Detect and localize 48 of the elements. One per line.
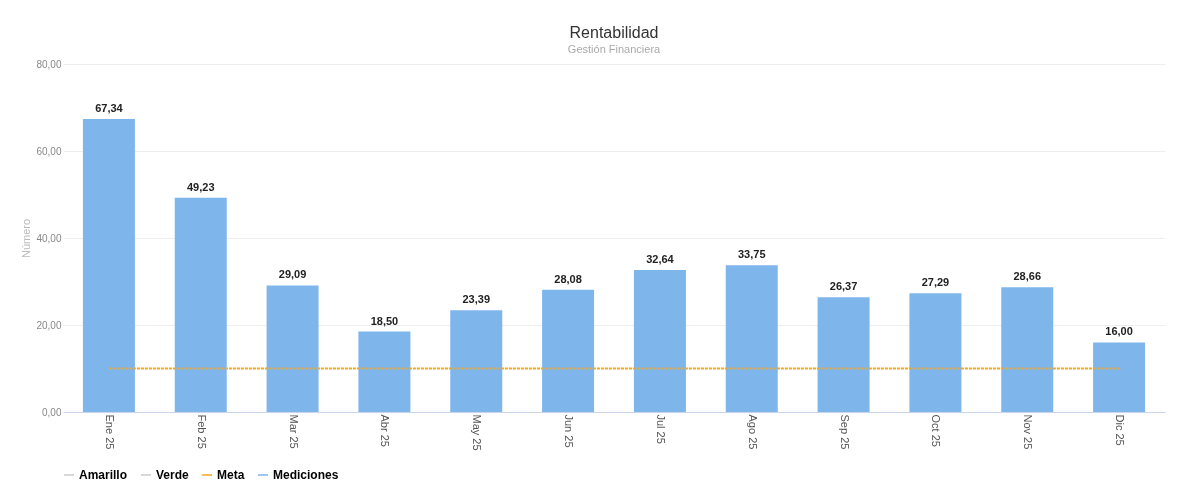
y-tick-label: 0,00 [42,406,62,418]
bar [450,310,503,412]
x-tick-label: Dic 25 [1114,414,1127,446]
bar [909,293,962,412]
data-label: 26,37 [829,280,858,293]
chart-title: Rentabilidad [569,24,659,41]
y-tick-label: 60,00 [36,145,62,157]
x-tick-label: Jul 25 [654,414,667,444]
y-tick-label: 80,00 [36,58,62,70]
bar [817,297,870,412]
bar [542,289,595,412]
x-tick-label: Ene 25 [103,414,116,450]
data-label: 33,75 [737,248,766,261]
x-tick-label: Nov 25 [1022,414,1035,450]
x-tick-label: May 25 [471,414,484,451]
data-label: 28,66 [1013,270,1042,283]
data-label: 28,08 [554,272,582,285]
data-label: 27,29 [921,276,950,289]
data-label: 67,34 [95,102,124,115]
legend-label: Meta [217,468,245,482]
bar [633,270,686,412]
legend-label: Verde [156,468,190,482]
chart-subtitle: Gestión Financiera [567,43,662,55]
data-label: 18,50 [370,314,399,327]
x-tick-label: Feb 25 [195,414,208,449]
bar [725,265,778,412]
bar [358,331,411,412]
x-tick-label: Oct 25 [930,414,943,447]
legend-label: Mediciones [273,468,339,482]
data-label: 29,09 [278,268,307,281]
y-tick-label: 40,00 [36,232,62,244]
x-tick-label: Jun 25 [563,414,576,448]
bar [82,119,135,412]
x-tick-label: Ago 25 [746,414,759,450]
bar [174,197,227,412]
bar [1093,342,1146,412]
bar [266,285,319,412]
data-label: 49,23 [186,180,215,193]
legend-label: Amarillo [79,468,128,482]
data-label: 32,64 [646,253,675,266]
y-axis-title: Número [20,218,33,259]
bar [1001,287,1054,412]
data-label: 16,00 [1105,325,1133,338]
x-tick-label: Sep 25 [838,414,851,450]
y-tick-label: 20,00 [36,319,62,331]
x-tick-label: Abr 25 [379,414,392,447]
data-label: 23,39 [462,293,491,306]
x-tick-label: Mar 25 [287,414,300,449]
